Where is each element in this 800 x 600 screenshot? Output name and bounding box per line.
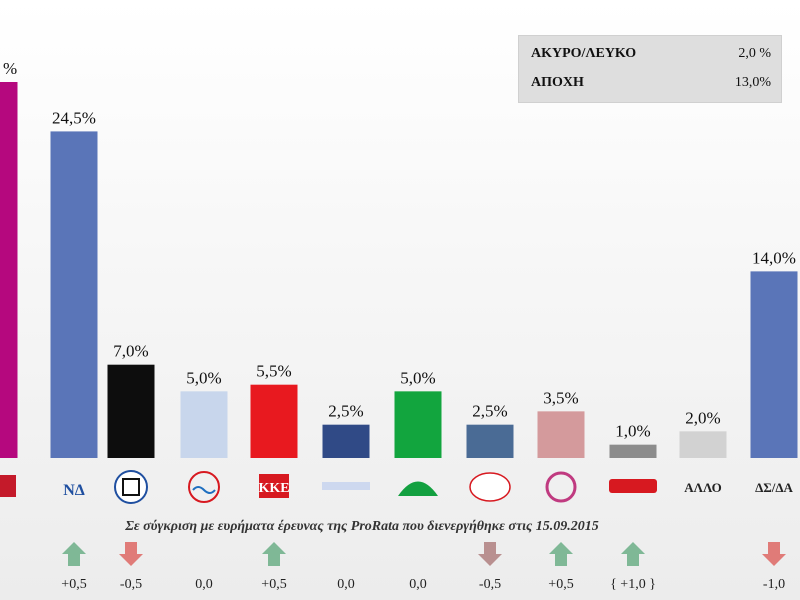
info-label: ΑΠΟΧΗ: [531, 75, 584, 90]
party-label-other: ΑΛΛΟ: [684, 480, 721, 495]
bar: [466, 424, 514, 458]
party-logo-enosi-kentroon: [545, 471, 577, 503]
data-label: 2,0%: [685, 408, 720, 427]
bar: [750, 271, 798, 458]
bar: [50, 131, 98, 459]
bar: [679, 431, 727, 458]
arrow-up-icon: [262, 542, 286, 566]
bars-group: [0, 82, 798, 459]
data-label: 5,0%: [186, 368, 221, 387]
change-label: +0,5: [548, 577, 573, 592]
bar: [322, 424, 370, 458]
arrow-up-icon: [621, 542, 645, 566]
info-label: ΑΚΥΡΟ/ΛΕΥΚΟ: [531, 46, 637, 61]
party-logo-syriza: [0, 475, 16, 497]
bar: [180, 391, 228, 458]
change-label: +0,5: [61, 577, 86, 592]
change-label: { +1,0 }: [610, 577, 656, 592]
party-logo-golden-dawn: [114, 470, 148, 504]
info-value: 13,0%: [734, 75, 771, 90]
data-label: 1,0%: [615, 422, 650, 441]
data-label: 5,0%: [400, 368, 435, 387]
change-label: 0,0: [337, 577, 355, 592]
arrow-down-icon: [119, 542, 143, 566]
bar: [537, 411, 585, 458]
comparison-caption: Σε σύγκριση με ευρήματα έρευνας της ProR…: [124, 519, 599, 534]
data-label: %: [3, 59, 17, 78]
arrow-down-icon: [478, 542, 502, 566]
bar: [394, 391, 442, 458]
data-label: 2,5%: [472, 402, 507, 421]
change-label: -0,5: [120, 577, 142, 592]
party-logo-antarsya: [609, 479, 657, 493]
party-label-undecided: ΔΣ/ΔΑ: [755, 480, 793, 495]
bar: [250, 384, 298, 458]
value-labels-group: % 24,5% 7,0% 5,0% 5,5% 2,5% 5,0% 2,5% 3,5% 1,0% 2,…: [3, 59, 796, 441]
party-logo-potami: [188, 471, 220, 503]
data-label: 2,5%: [328, 402, 363, 421]
info-box: ΑΚΥΡΟ/ΛΕΥΚΟ 2,0 % ΑΠΟΧΗ 13,0%: [518, 35, 782, 103]
arrow-up-icon: [549, 542, 573, 566]
change-label: -0,5: [479, 577, 501, 592]
data-label: 5,5%: [256, 362, 291, 381]
info-row-abstention: ΑΠΟΧΗ 13,0%: [531, 75, 771, 97]
bar: [609, 444, 657, 458]
potami-wave: [192, 486, 216, 494]
party-logo-kke-bg: [259, 474, 289, 498]
party-logo-kke: ΚΚΕ: [258, 481, 289, 496]
party-logo-pasok: [398, 481, 438, 496]
party-logos-group: ΝΔ ΚΚΕ ΑΛΛΟ ΔΣ/ΔΑ: [0, 470, 794, 504]
party-logo-nd: ΝΔ: [63, 482, 85, 499]
bar: [107, 364, 155, 458]
change-label: +0,5: [261, 577, 286, 592]
party-logo-laiki-enotita: [469, 472, 511, 502]
meander-mark: [122, 478, 140, 496]
info-value: 2,0 %: [738, 46, 771, 61]
arrow-up-icon: [62, 542, 86, 566]
arrow-down-icon: [762, 542, 786, 566]
change-label: 0,0: [409, 577, 427, 592]
data-label: 24,5%: [52, 108, 96, 127]
changes-group: +0,5 -0,5 0,0 +0,5 0,0 0,0 -0,5 +0,5 { +1,0 } -1,…: [61, 542, 786, 592]
data-label: 7,0%: [113, 342, 148, 361]
change-label: 0,0: [195, 577, 213, 592]
bar: [0, 82, 18, 458]
party-logo-anel: [322, 482, 370, 490]
info-row-invalid: ΑΚΥΡΟ/ΛΕΥΚΟ 2,0 %: [531, 46, 771, 68]
change-label: -1,0: [763, 577, 785, 592]
data-label: 14,0%: [752, 248, 796, 267]
data-label: 3,5%: [543, 388, 578, 407]
